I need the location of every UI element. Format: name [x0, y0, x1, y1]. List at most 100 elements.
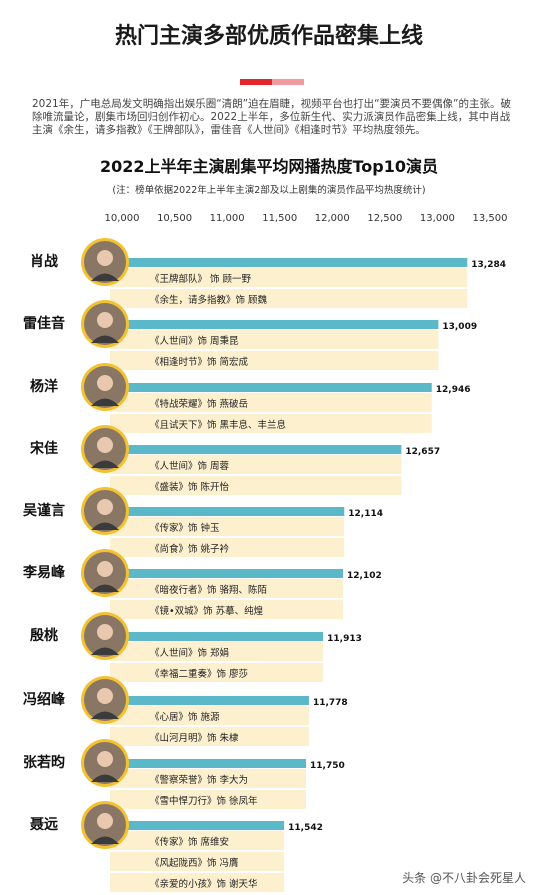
avatar-shoulders: [91, 584, 119, 592]
role-label: 《人世间》饰 郑娟: [150, 647, 229, 659]
bar-value-label: 13,284: [471, 260, 506, 270]
bar-value-label: 11,778: [313, 698, 348, 708]
role-row-bg: [110, 727, 309, 746]
bar: [110, 258, 468, 267]
role-row-bg: [110, 268, 468, 287]
avatar-face: [97, 751, 113, 767]
chart-title: 2022上半年主演剧集平均网播热度Top10演员: [99, 157, 439, 176]
avatar-shoulders: [91, 335, 119, 343]
bar-value-label: 11,750: [310, 761, 345, 771]
role-row-bg: [110, 790, 306, 809]
avatar-face: [97, 375, 113, 391]
title-accent-bar-pink: [272, 79, 304, 85]
role-label: 《人世间》饰 周蓉: [150, 460, 230, 472]
x-tick-label: 12,000: [315, 213, 350, 224]
role-row-bg: [110, 476, 402, 495]
role-label: 《传家》饰 席维安: [150, 836, 229, 848]
actor-name: 冯绍峰: [23, 691, 66, 708]
role-label: 《暗夜行者》饰 骆翔、陈陌: [150, 584, 267, 596]
bar: [110, 696, 309, 705]
avatar-shoulders: [91, 647, 119, 655]
role-row-bg: [110, 538, 345, 557]
role-row-bg: [110, 663, 324, 682]
actor-name: 肖战: [30, 253, 58, 270]
role-row-bg: [110, 393, 432, 412]
chart-note: (注：榜单依据2022年上半年主演2部及以上剧集的演员作品平均热度统计): [112, 185, 426, 196]
role-label: 《且试天下》饰 黑丰息、丰兰息: [150, 419, 286, 431]
bar-value-label: 11,913: [327, 634, 362, 644]
actor-name: 杨洋: [30, 378, 58, 395]
role-row-bg: [110, 351, 439, 370]
x-tick-label: 13,000: [420, 213, 455, 224]
role-row-bg: [110, 873, 285, 892]
avatar-shoulders: [91, 273, 119, 281]
bar: [110, 445, 402, 454]
avatar-face: [97, 813, 113, 829]
role-row-bg: [110, 579, 344, 598]
avatar-shoulders: [91, 774, 119, 782]
page-title: 热门主演多部优质作品密集上线: [114, 24, 423, 49]
role-label: 《亲爱的小孩》饰 谢天华: [150, 878, 258, 890]
role-label: 《相逢时节》饰 简宏成: [150, 356, 249, 368]
role-row-bg: [110, 706, 309, 725]
bar: [110, 569, 344, 578]
role-label: 《王牌部队》 饰 顾一野: [150, 273, 252, 285]
role-label: 《人世间》饰 周秉昆: [150, 335, 239, 347]
bar-value-label: 11,542: [288, 823, 323, 833]
role-label: 《幸福二重奏》饰 廖莎: [150, 668, 248, 680]
bar: [110, 507, 345, 516]
role-label: 《警察荣誉》饰 李大为: [150, 774, 248, 786]
role-row-bg: [110, 852, 285, 871]
avatar-face: [97, 561, 113, 577]
actor-name: 宋佳: [29, 440, 58, 457]
bar-value-label: 12,102: [347, 571, 382, 581]
avatar-face: [97, 312, 113, 328]
avatar-face: [97, 499, 113, 515]
avatar-face: [97, 437, 113, 453]
role-row-bg: [110, 330, 439, 349]
x-tick-label: 11,000: [210, 213, 245, 224]
watermark: 头条 @不八卦会死星人: [398, 868, 530, 887]
bar-value-label: 12,114: [348, 509, 383, 519]
actor-name: 雷佳音: [23, 315, 65, 332]
role-row-bg: [110, 517, 345, 536]
x-tick-label: 13,500: [473, 213, 508, 224]
bar-value-label: 13,009: [442, 322, 477, 332]
bar-value-label: 12,946: [436, 385, 471, 395]
actor-name: 聂远: [29, 817, 58, 833]
x-tick-label: 12,500: [367, 213, 402, 224]
actor-name: 吴谨言: [23, 502, 65, 519]
role-row-bg: [110, 289, 468, 308]
intro-paragraph: 2021年，广电总局发文明确指出娱乐圈“清朗”迫在眉睫，视频平台也打出“要演员不…: [32, 98, 511, 136]
x-tick-label: 10,000: [105, 213, 140, 224]
avatar-shoulders: [91, 398, 119, 406]
x-tick-label: 10,500: [157, 213, 192, 224]
role-label: 《雪中悍刀行》饰 徐凤年: [150, 795, 258, 807]
title-accent-bar-red: [240, 79, 272, 85]
role-label: 《盛装》饰 陈开怡: [150, 481, 230, 493]
actor-name: 殷桃: [30, 627, 58, 644]
avatar-shoulders: [91, 460, 119, 468]
actor-name: 李易峰: [22, 564, 66, 581]
role-row-bg: [110, 642, 324, 661]
role-label: 《风起陇西》饰 冯膺: [150, 857, 239, 869]
role-label: 《尚食》饰 姚子衿: [150, 543, 230, 555]
role-label: 《山河月明》饰 朱棣: [150, 732, 239, 744]
avatar-shoulders: [91, 711, 119, 719]
bar-value-label: 12,657: [405, 447, 440, 457]
bar: [110, 320, 439, 329]
bar: [110, 632, 324, 641]
role-label: 《余生，请多指教》饰 顾魏: [150, 294, 268, 306]
role-row-bg: [110, 600, 344, 619]
avatar-face: [97, 688, 113, 704]
bar: [110, 821, 285, 830]
role-row-bg: [110, 455, 402, 474]
role-label: 《心居》饰 施源: [150, 711, 220, 723]
role-row-bg: [110, 831, 285, 850]
avatar-shoulders: [91, 836, 119, 844]
role-label: 《传家》饰 钟玉: [150, 522, 220, 534]
avatar-face: [97, 250, 113, 266]
role-label: 《镜•双城》饰 苏摹、纯煌: [150, 605, 264, 617]
avatar-shoulders: [91, 522, 119, 530]
